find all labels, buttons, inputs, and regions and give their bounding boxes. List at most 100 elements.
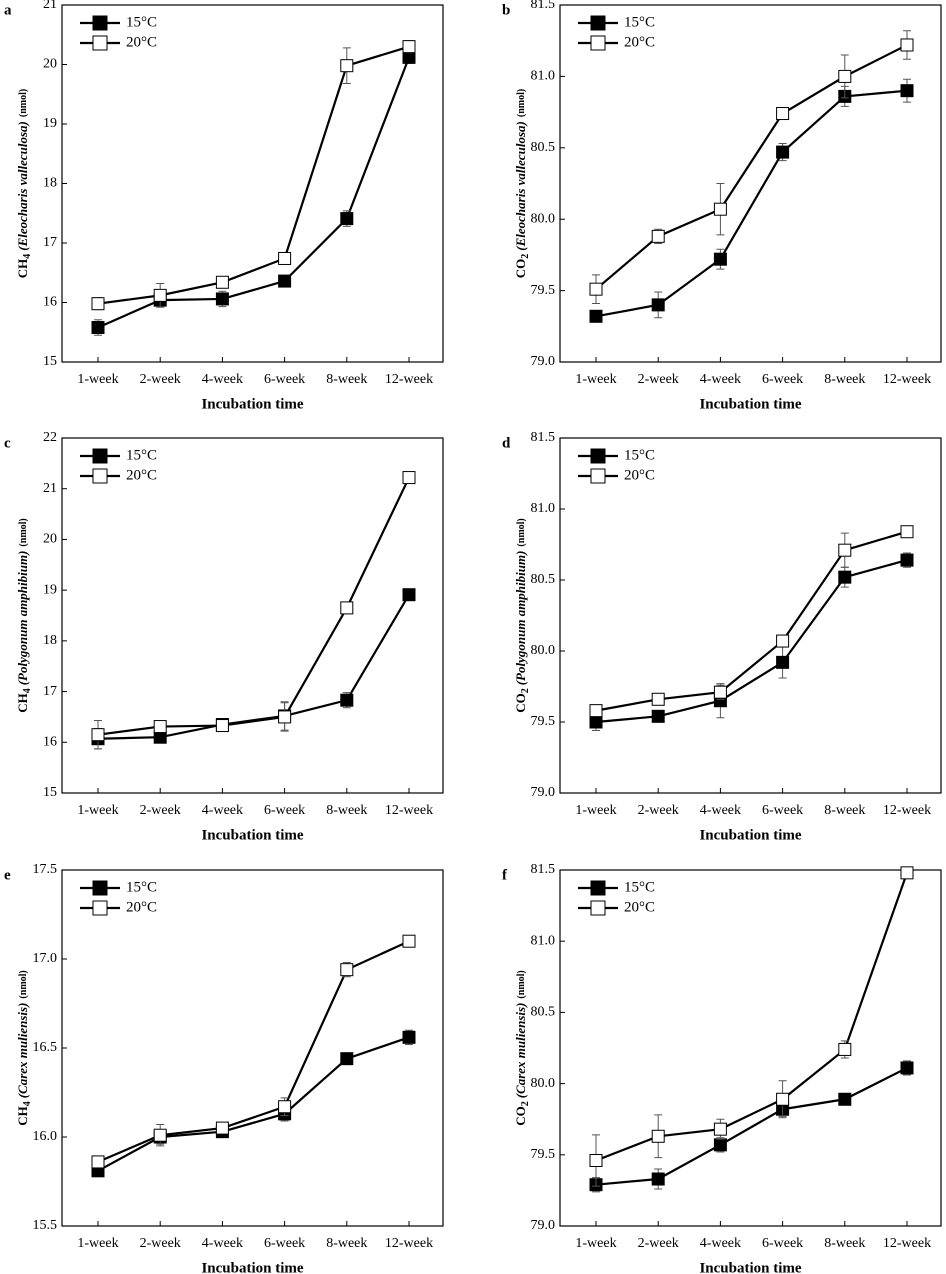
data-point xyxy=(651,298,665,312)
data-point xyxy=(900,84,914,98)
panel: d 79.0 79.5 80.0 80.5 81.0 81.5 1-week 2-week 4-w… xyxy=(502,430,942,843)
y-tick-label: 15 xyxy=(43,354,57,369)
data-point xyxy=(651,692,665,706)
y-tick-label: 16.5 xyxy=(33,1040,58,1055)
x-tick-label: 12-week xyxy=(385,372,433,387)
panel: f 79.0 79.5 80.0 80.5 81.0 81.5 1-week 2-week 4-w… xyxy=(502,862,942,1274)
x-tick-label: 4-week xyxy=(202,1236,243,1251)
y-tick-label: 17 xyxy=(43,684,57,699)
data-point xyxy=(402,471,416,485)
data-point xyxy=(91,297,105,311)
x-tick-label: 2-week xyxy=(140,803,181,818)
data-point xyxy=(215,1121,229,1135)
legend-label: 15°C xyxy=(624,879,655,895)
x-tick-label: 6-week xyxy=(762,372,803,387)
x-tick-label: 6-week xyxy=(264,372,305,387)
data-point xyxy=(91,1155,105,1169)
data-point xyxy=(153,1128,167,1142)
y-label-unit: (nmol) xyxy=(18,970,29,998)
legend-label: 15°C xyxy=(126,447,157,463)
y-axis-label: CO2 (Carex muliensis) (nmol) xyxy=(513,970,531,1126)
data-point xyxy=(589,715,603,729)
y-axis-label: CO2 (Polygonum amphibium) (nmol) xyxy=(513,518,531,713)
series-line xyxy=(595,559,908,724)
y-tick-label: 79.5 xyxy=(531,1147,556,1162)
y-tick-label: 79.5 xyxy=(531,283,556,298)
x-axis-label: Incubation time xyxy=(699,396,801,412)
y-tick-label: 79.0 xyxy=(531,785,556,800)
legend-label: 20°C xyxy=(624,467,655,483)
series-line xyxy=(97,594,410,740)
x-axis-label: Incubation time xyxy=(201,1260,303,1274)
data-point xyxy=(838,570,852,584)
y-tick-label: 80.0 xyxy=(531,1076,556,1091)
legend-label: 20°C xyxy=(126,34,157,50)
plot-frame xyxy=(559,4,942,363)
x-tick-label: 12-week xyxy=(385,803,433,818)
legend-marker xyxy=(92,448,108,464)
y-label-gas: CH xyxy=(15,259,30,279)
x-tick-label: 1-week xyxy=(575,803,616,818)
y-axis-label: CH4 (Eleocharis valleculosa) (nmol) xyxy=(15,89,33,278)
legend-label: 15°C xyxy=(624,14,655,30)
y-tick-label: 81.5 xyxy=(531,430,556,445)
series-line xyxy=(595,1066,908,1186)
plot-frame xyxy=(61,869,444,1227)
data-point xyxy=(776,634,790,648)
x-tick-label: 8-week xyxy=(326,372,367,387)
x-tick-label: 1-week xyxy=(575,372,616,387)
data-point xyxy=(589,1153,603,1167)
data-point xyxy=(589,282,603,296)
y-label-sub: 4 xyxy=(22,254,33,259)
data-point xyxy=(153,288,167,302)
panel-label: f xyxy=(502,867,508,883)
y-axis-label: CH4 (Polygonum amphibium) (nmol) xyxy=(15,518,33,713)
y-tick-label: 18 xyxy=(43,176,57,191)
data-point xyxy=(402,50,416,64)
data-point xyxy=(215,275,229,289)
y-label-gas: CO xyxy=(513,259,528,279)
y-tick-label: 21 xyxy=(43,0,57,12)
x-tick-label: 1-week xyxy=(77,372,118,387)
x-tick-label: 12-week xyxy=(883,803,931,818)
data-point xyxy=(589,704,603,718)
x-tick-label: 2-week xyxy=(638,372,679,387)
y-label-unit: (nmol) xyxy=(516,89,527,117)
data-point xyxy=(340,693,354,707)
data-point xyxy=(776,145,790,159)
legend-label: 15°C xyxy=(126,879,157,895)
y-label-unit: (nmol) xyxy=(18,518,29,546)
data-point xyxy=(278,251,292,265)
legend-label: 15°C xyxy=(126,14,157,30)
series-line xyxy=(595,89,908,318)
legend-marker xyxy=(590,15,606,31)
y-tick-label: 19 xyxy=(43,582,57,597)
panel: e 15.5 16.0 16.5 17.0 17.5 1-week 2-week 4-week 6… xyxy=(4,862,444,1274)
series-line xyxy=(97,1036,410,1172)
legend-label: 20°C xyxy=(126,467,157,483)
data-point xyxy=(651,229,665,243)
series-line xyxy=(97,45,410,305)
x-tick-label: 8-week xyxy=(824,1236,865,1251)
y-label-species: (Eleocharis valleculosa) xyxy=(513,121,528,251)
data-point xyxy=(900,38,914,52)
data-point xyxy=(713,1138,727,1152)
y-label-sub: 4 xyxy=(22,1101,33,1106)
x-tick-label: 2-week xyxy=(638,803,679,818)
y-tick-label: 21 xyxy=(43,481,57,496)
y-label-species: (Polygonum amphibium) xyxy=(15,551,30,686)
x-tick-label: 8-week xyxy=(326,1236,367,1251)
data-point xyxy=(713,1122,727,1136)
y-tick-label: 17.0 xyxy=(33,951,58,966)
data-point xyxy=(651,1172,665,1186)
legend-label: 20°C xyxy=(624,34,655,50)
data-point xyxy=(215,719,229,733)
x-axis-label: Incubation time xyxy=(699,827,801,843)
y-label-sub: 4 xyxy=(22,688,33,693)
data-point xyxy=(838,543,852,557)
plot-frame xyxy=(61,437,444,794)
y-tick-label: 80.0 xyxy=(531,211,556,226)
panel-label: b xyxy=(502,2,510,18)
y-label-sub: 2 xyxy=(520,688,531,693)
data-point xyxy=(402,588,416,602)
